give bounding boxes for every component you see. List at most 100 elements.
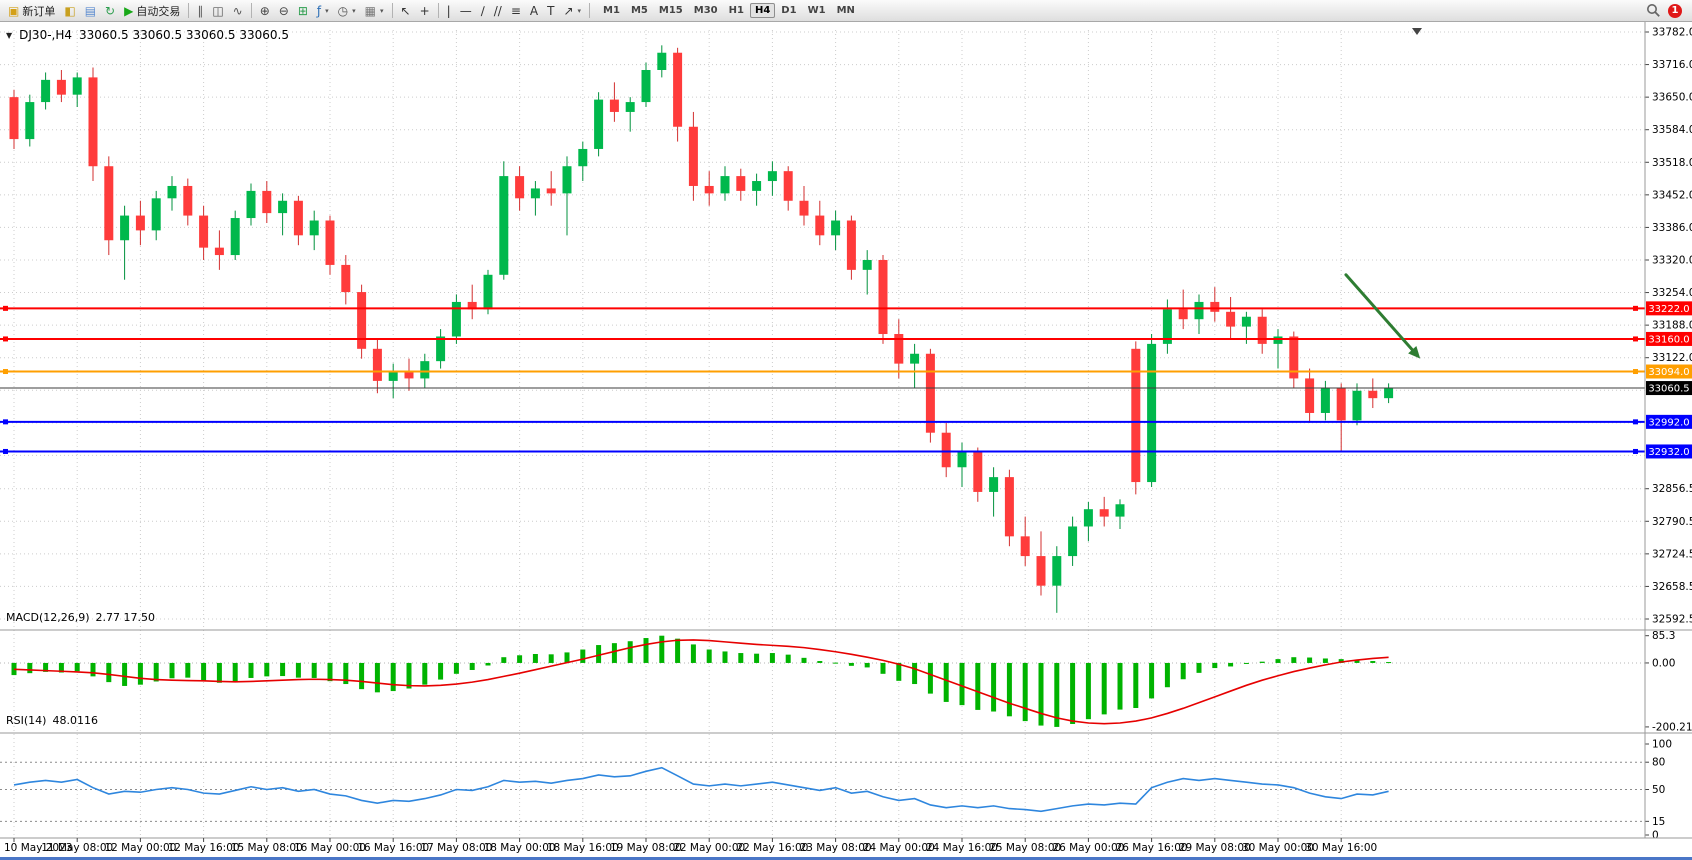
timeframe-h4-button[interactable]: H4 — [749, 3, 776, 18]
line-chart-icon[interactable]: ∿ — [229, 1, 247, 21]
cursor-icon[interactable]: ↖ — [397, 1, 415, 21]
support-line-1-handle[interactable] — [3, 419, 8, 425]
zoom-out-icon[interactable]: ⊖ — [275, 1, 293, 21]
trend-arrow[interactable] — [1344, 273, 1414, 352]
macd-bar — [912, 662, 918, 685]
channel-icon[interactable]: // — [490, 1, 506, 21]
chart-window-icon[interactable]: ◧ — [60, 1, 79, 21]
new-order-button[interactable]: ▣ 新订单 — [4, 1, 59, 21]
candle-up — [1273, 336, 1283, 344]
macd-bar — [880, 662, 886, 674]
candle-up — [1194, 301, 1204, 320]
time-axis-label: 24 May 00:00 — [863, 842, 935, 854]
macd-bar — [1054, 662, 1060, 727]
timeframe-mn-button[interactable]: MN — [836, 5, 855, 16]
macd-bar — [327, 662, 333, 682]
macd-bar — [627, 641, 633, 663]
macd-bar — [1164, 662, 1170, 688]
period-dropdown-icon-dropdown-arrow[interactable]: ▾ — [352, 6, 356, 15]
rsi-axis-label: 50 — [1652, 784, 1665, 796]
arrows-icon[interactable]: ↗ ▾ — [559, 1, 585, 21]
chart-area[interactable]: 33782.0 33716.0 33650.0 33584.0 33518.0 33452… — [0, 22, 1692, 857]
text-icon[interactable]: A — [526, 1, 542, 21]
resistance-line-1-handle[interactable] — [1633, 305, 1638, 311]
candle-up — [1083, 509, 1093, 527]
timeframe-m30-button[interactable]: M30 — [693, 5, 718, 16]
support-line-1-handle[interactable] — [1633, 419, 1638, 425]
macd-bar — [769, 653, 775, 663]
resistance-line-2-handle[interactable] — [1633, 336, 1638, 342]
macd-bar — [1307, 657, 1313, 663]
chart-collapse-icon[interactable]: ▼ — [6, 30, 13, 40]
candle-down — [1336, 388, 1346, 421]
zoom-in-icon[interactable]: ⊕ — [256, 1, 274, 21]
candlestick-chart-icon[interactable]: ◫ — [208, 1, 227, 21]
macd-bar — [833, 662, 839, 664]
macd-bar — [801, 657, 807, 663]
support-line-2-handle[interactable] — [3, 448, 8, 454]
macd-bar — [975, 662, 981, 710]
timeframe-d1-button[interactable]: D1 — [781, 5, 797, 16]
trendline-icon[interactable]: ∕ — [477, 1, 489, 21]
vertical-line-icon[interactable]: | — [443, 1, 455, 21]
timeframe-m5-button[interactable]: M5 — [630, 5, 648, 16]
macd-bar — [422, 662, 428, 685]
timeframe-h1-button[interactable]: H1 — [728, 5, 744, 16]
rsi-axis-label: 80 — [1652, 757, 1665, 769]
text-label-icon[interactable]: T — [543, 1, 558, 21]
refresh-icon[interactable]: ↻ — [101, 1, 119, 21]
horizontal-line-icon-glyph: — — [459, 3, 472, 18]
autotrading-button[interactable]: ▶ 自动交易 — [120, 1, 184, 21]
macd-bar — [959, 662, 965, 706]
macd-bar — [185, 662, 191, 678]
time-axis-label: 17 May 08:00 — [420, 842, 492, 854]
candle-down — [325, 220, 335, 265]
trend-arrow-head[interactable] — [1408, 346, 1421, 359]
resistance-line-1-handle[interactable] — [3, 305, 8, 311]
pivot-line-handle[interactable] — [1633, 369, 1638, 375]
fibonacci-icon[interactable]: ≡ — [507, 1, 525, 21]
macd-bar — [1291, 657, 1297, 663]
time-axis-label: 22 May 16:00 — [736, 842, 808, 854]
support-line-2-handle[interactable] — [1633, 448, 1638, 454]
tile-windows-icon[interactable]: ⊞ — [294, 1, 312, 21]
price-axis-label: 33452.0 — [1652, 189, 1692, 201]
chart-shift-marker[interactable] — [1412, 28, 1422, 35]
price-axis-label: 33122.0 — [1652, 352, 1692, 364]
candle-up — [420, 361, 430, 379]
notification-badge[interactable]: 1 — [1668, 3, 1682, 18]
horizontal-line-icon[interactable]: — — [456, 1, 476, 21]
resistance-line-2-handle[interactable] — [3, 336, 8, 342]
candle-down — [736, 176, 746, 191]
new-order-button-glyph: ▣ — [8, 3, 20, 18]
timeframe-m15-button[interactable]: M15 — [658, 5, 683, 16]
macd-bar — [390, 662, 396, 692]
macd-bar — [153, 662, 159, 682]
indicators-icon[interactable]: ƒ ▾ — [313, 1, 333, 21]
toolbar-right: 1 — [1646, 3, 1688, 18]
bar-chart-icon[interactable]: ∥ — [193, 1, 207, 21]
timeframe-w1-button[interactable]: W1 — [807, 5, 826, 16]
macd-bar — [1085, 662, 1091, 720]
search-icon[interactable] — [1646, 3, 1661, 18]
period-dropdown-icon[interactable]: ◷ ▾ — [334, 1, 360, 21]
rsi-label: RSI(14) 48.0116 — [6, 714, 98, 727]
indicators-icon-dropdown-arrow[interactable]: ▾ — [325, 6, 329, 15]
time-axis-label: 12 May 16:00 — [168, 842, 240, 854]
crosshair-icon[interactable]: + — [416, 1, 434, 21]
arrows-icon-dropdown-arrow[interactable]: ▾ — [577, 6, 582, 15]
price-chart[interactable]: 33782.0 33716.0 33650.0 33584.0 33518.0 33452… — [0, 22, 1692, 857]
templates-icon[interactable]: ▦ ▾ — [361, 1, 388, 21]
candle-up — [831, 220, 841, 236]
market-watch-icon[interactable]: ▤ — [81, 1, 100, 21]
price-tag-label: 32992.0 — [1648, 417, 1689, 428]
templates-icon-dropdown-arrow[interactable]: ▾ — [380, 6, 384, 15]
time-axis-label: 11 May 08:00 — [41, 842, 113, 854]
time-axis-label: 15 May 08:00 — [231, 842, 303, 854]
pivot-line-handle[interactable] — [3, 369, 8, 375]
candle-down — [609, 99, 619, 112]
timeframe-m1-button[interactable]: M1 — [603, 5, 620, 16]
candle-down — [104, 166, 114, 241]
macd-bar — [1354, 660, 1360, 663]
timeframe-buttons: M1 M5 M15 M30 H1 H4 D1 W1 MN — [598, 3, 860, 18]
